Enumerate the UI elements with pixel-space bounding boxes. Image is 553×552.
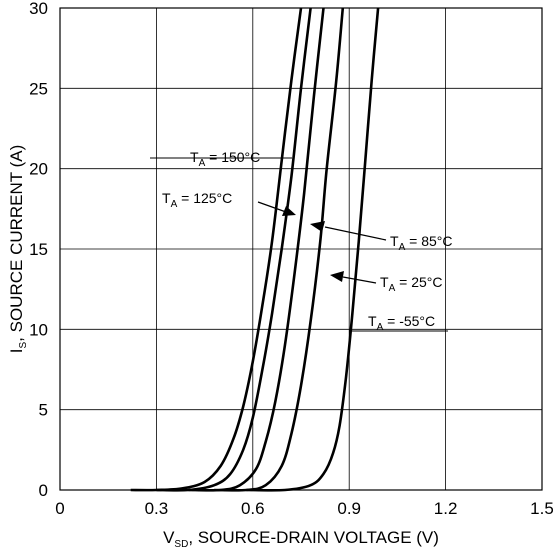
annotation-label-25c: TA = 25°C [380, 274, 442, 294]
annotations: TA = 150°C TA = 125°C TA = 85°C TA = 25°… [150, 149, 452, 333]
x-tick-label: 0.9 [337, 499, 361, 518]
y-tick-label: 0 [39, 481, 48, 500]
annotation-label-150c: TA = 150°C [190, 149, 260, 169]
annotation-arrow-25c [342, 276, 377, 284]
x-tick-label: 1.5 [530, 499, 553, 518]
annotation-label-85c: TA = 85°C [390, 233, 452, 253]
y-tick-label: 20 [29, 160, 48, 179]
y-tick-label: 10 [29, 320, 48, 339]
arrowhead-125c [282, 206, 296, 216]
tick-labels: 0 0.3 0.6 0.9 1.2 1.5 0 5 10 15 20 25 30 [29, 0, 553, 518]
annotation-arrow-125c [257, 201, 287, 213]
x-tick-label: 0.6 [241, 499, 265, 518]
series-line-1 [156, 7, 312, 492]
x-tick-label: 0 [55, 499, 64, 518]
x-tick-label: 0.3 [145, 499, 169, 518]
annotation-arrow-85c [324, 226, 387, 241]
arrowhead-25c [330, 271, 344, 282]
y-tick-label: 30 [29, 0, 48, 18]
arrowhead-85c [310, 221, 325, 232]
series-line-4 [246, 7, 380, 492]
x-tick-label: 1.2 [434, 499, 458, 518]
x-axis-title: VSD, SOURCE-DRAIN VOLTAGE (V) [163, 528, 439, 550]
curves [130, 7, 380, 492]
plot-area-frame [59, 7, 543, 491]
annotation-label-neg55c: TA = -55°C [368, 313, 435, 333]
y-tick-label: 25 [29, 79, 48, 98]
y-tick-label: 5 [39, 401, 48, 420]
y-tick-label: 15 [29, 240, 48, 259]
annotation-label-125c: TA = 125°C [162, 190, 232, 210]
series-line-3 [214, 7, 345, 492]
series-line-2 [188, 7, 325, 492]
y-axis-title: IS, SOURCE CURRENT (A) [7, 145, 29, 354]
